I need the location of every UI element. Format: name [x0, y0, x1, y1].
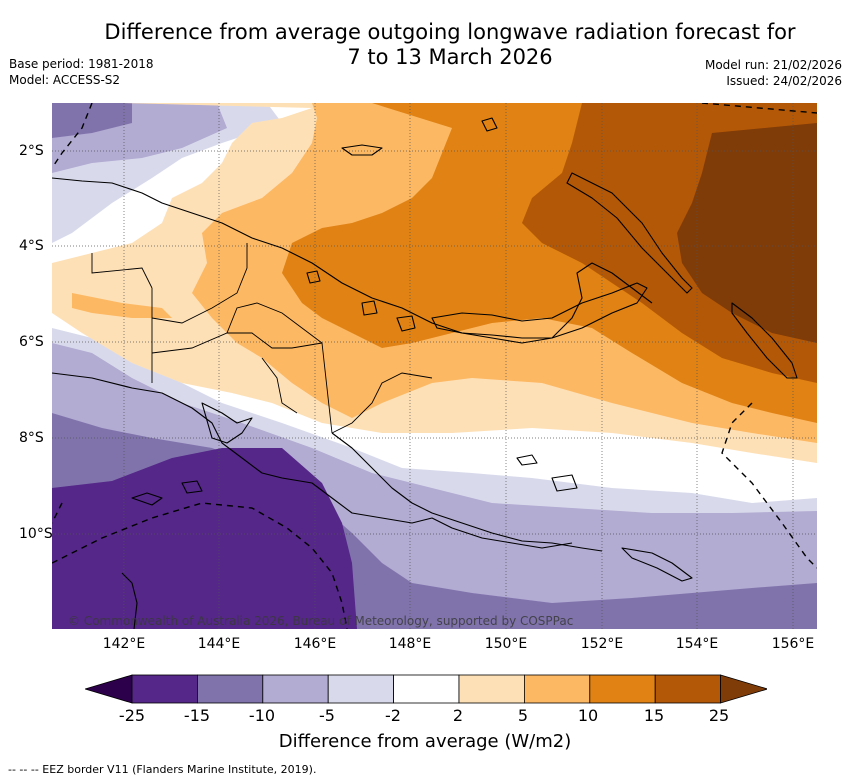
border-province-6	[261, 357, 298, 414]
band-neg25-south	[52, 448, 357, 629]
colorbar-segment	[197, 674, 264, 704]
colorbar-segment	[589, 674, 656, 704]
cb-tick-3: -5	[319, 706, 335, 725]
eez-nw	[52, 103, 93, 169]
coast-manus	[341, 144, 383, 156]
lon-label-152e: 152°E	[580, 636, 624, 652]
lon-label-146e: 146°E	[293, 636, 337, 652]
colorbar-extend-low	[83, 674, 133, 704]
copyright-notice: © Commonwealth of Australia 2026, Bureau…	[68, 614, 574, 628]
chart-title: Difference from average outgoing longwav…	[100, 20, 800, 70]
colorbar-label: Difference from average (W/m2)	[278, 731, 572, 752]
coast-umboi	[396, 315, 416, 332]
admin-borders	[91, 243, 433, 434]
map-panel	[52, 103, 817, 629]
lon-label-148e: 148°E	[388, 636, 432, 652]
lon-label-142e: 142°E	[102, 636, 146, 652]
eez-northeast	[701, 103, 817, 114]
colorbar-segment	[654, 674, 722, 704]
coast-manus-east	[481, 117, 498, 132]
coast-papuan-peninsula	[331, 432, 603, 552]
cb-tick-9: 25	[708, 706, 730, 725]
eez-southwest	[52, 502, 348, 629]
border-province-1	[91, 253, 153, 289]
title-line-1: Difference from average outgoing longwav…	[104, 20, 796, 44]
coast-fly-delta	[201, 402, 253, 444]
coast-trobriand	[516, 454, 538, 466]
lat-label-6s: 6°S	[19, 334, 44, 350]
lat-label-4s: 4°S	[19, 238, 44, 254]
map-svg	[52, 103, 817, 629]
coast-new-guinea-north	[52, 177, 653, 344]
lon-label-156e: 156°E	[771, 636, 815, 652]
colorbar	[83, 674, 770, 708]
lat-label-2s: 2°S	[19, 143, 44, 159]
graticule	[52, 103, 817, 629]
coast-karkar	[306, 270, 321, 284]
cb-tick-0: -25	[118, 706, 146, 725]
coast-new-ireland	[566, 172, 693, 294]
colorbar-segment	[523, 674, 591, 704]
meta-left: Base period: 1981-2018 Model: ACCESS-S2	[9, 56, 154, 88]
lon-label-154e: 154°E	[675, 636, 719, 652]
model-run: Model run: 21/02/2026	[704, 58, 842, 72]
border-province-3	[151, 332, 323, 354]
coast-torres-islands	[131, 480, 203, 506]
base-period: Base period: 1981-2018	[9, 57, 154, 71]
lon-label-150e: 150°E	[484, 636, 528, 652]
title-line-2: 7 to 13 March 2026	[347, 45, 553, 69]
band-neg15-nw	[52, 103, 132, 138]
eez-borders	[52, 103, 817, 629]
band-pos5-strip	[72, 293, 172, 318]
coastlines	[52, 117, 798, 629]
colorbar-segment	[458, 674, 525, 704]
border-province-5	[331, 372, 433, 434]
model-name: Model: ACCESS-S2	[9, 73, 121, 87]
coast-long-island	[361, 300, 378, 316]
cb-tick-2: -10	[248, 706, 276, 725]
lon-label-144e: 144°E	[197, 636, 241, 652]
cb-tick-6: 5	[517, 706, 529, 725]
colorbar-segment	[393, 674, 460, 704]
colorbar-segment	[327, 674, 394, 704]
cb-tick-1: -15	[183, 706, 211, 725]
eez-west-australia	[52, 502, 63, 524]
cb-tick-5: 2	[452, 706, 464, 725]
lat-label-8s: 8°S	[19, 430, 44, 446]
colorbar-segment	[131, 674, 198, 704]
border-province-2	[151, 243, 248, 324]
cb-tick-7: 10	[577, 706, 599, 725]
colorbar-extend-high	[720, 674, 770, 704]
eez-legend-note: -- -- -- EEZ border V11 (Flanders Marine…	[8, 763, 317, 776]
lat-label-10s: 10°S	[19, 526, 53, 542]
colorbar-svg	[83, 674, 770, 704]
issued-date: Issued: 24/02/2026	[726, 74, 842, 88]
coast-cape-york	[121, 572, 138, 629]
coast-new-guinea-south	[52, 372, 573, 549]
band-pos25	[677, 123, 817, 343]
coast-new-britain	[431, 282, 648, 339]
coast-dentrecasteaux	[551, 474, 578, 492]
eez-solomons	[721, 402, 817, 569]
meta-right: Model run: 21/02/2026 Issued: 24/02/2026	[705, 57, 842, 89]
coast-louisiade	[621, 547, 693, 582]
colorbar-segment	[262, 674, 329, 704]
coast-bougainville	[731, 302, 798, 379]
cb-tick-4: -2	[385, 706, 401, 725]
border-province-4	[226, 302, 333, 434]
cb-tick-8: 15	[643, 706, 665, 725]
